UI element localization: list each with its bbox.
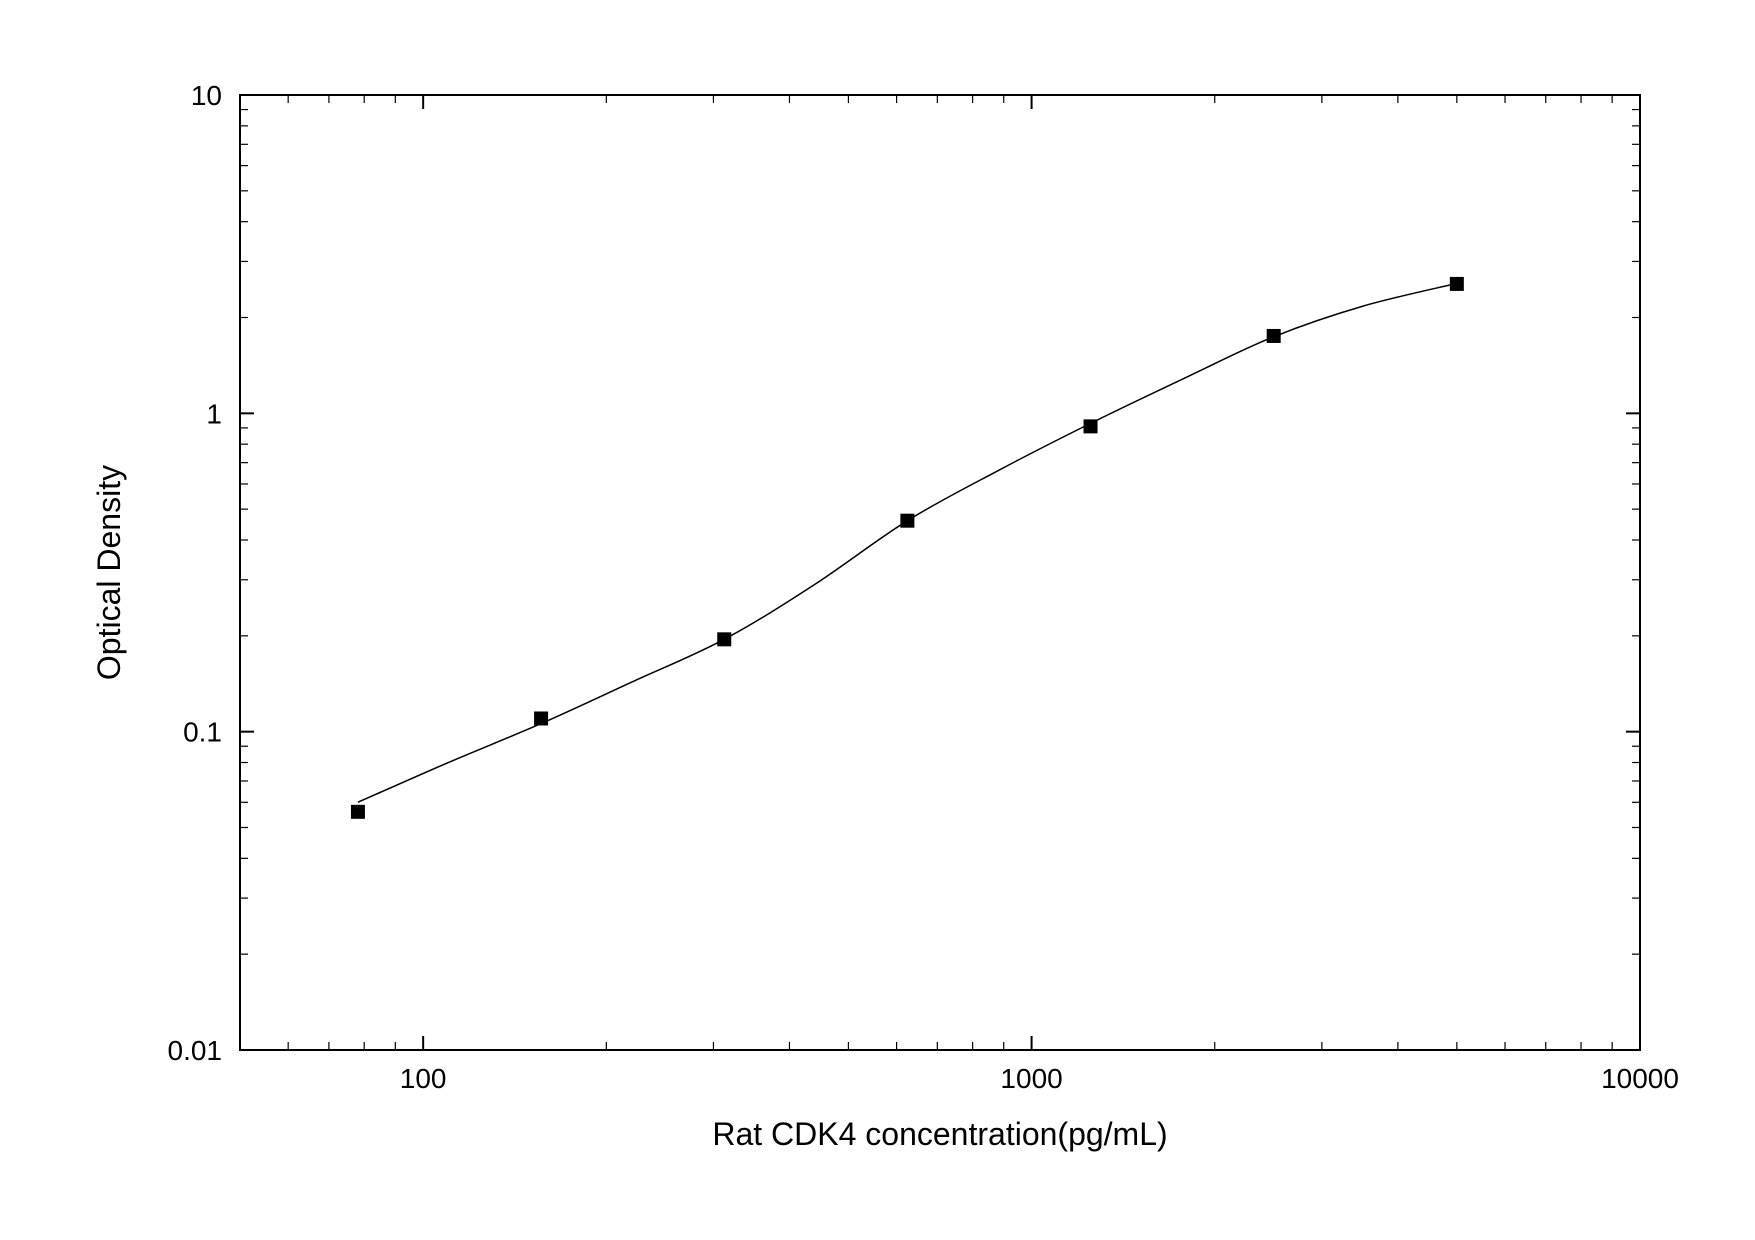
data-marker — [717, 632, 731, 646]
x-tick-label: 1000 — [1000, 1063, 1062, 1094]
data-marker — [900, 514, 914, 528]
y-tick-label: 0.1 — [183, 717, 222, 748]
x-tick-label: 100 — [400, 1063, 447, 1094]
data-marker — [351, 805, 365, 819]
chart-container: 100 1000 10000 0.01 0.1 1 10 Rat CDK4 concentra… — [0, 0, 1755, 1240]
data-marker — [1084, 419, 1098, 433]
data-marker — [1450, 277, 1464, 291]
y-tick-label: 10 — [191, 80, 222, 111]
data-marker — [1267, 329, 1281, 343]
chart-svg: 100 1000 10000 0.01 0.1 1 10 Rat CDK4 concentra… — [0, 0, 1755, 1240]
y-axis-label: Optical Density — [91, 465, 127, 680]
y-tick-label: 0.01 — [168, 1035, 223, 1066]
data-marker — [534, 711, 548, 725]
y-tick-label: 1 — [206, 398, 222, 429]
x-tick-label: 10000 — [1601, 1063, 1679, 1094]
x-axis-label: Rat CDK4 concentration(pg/mL) — [712, 1116, 1167, 1152]
